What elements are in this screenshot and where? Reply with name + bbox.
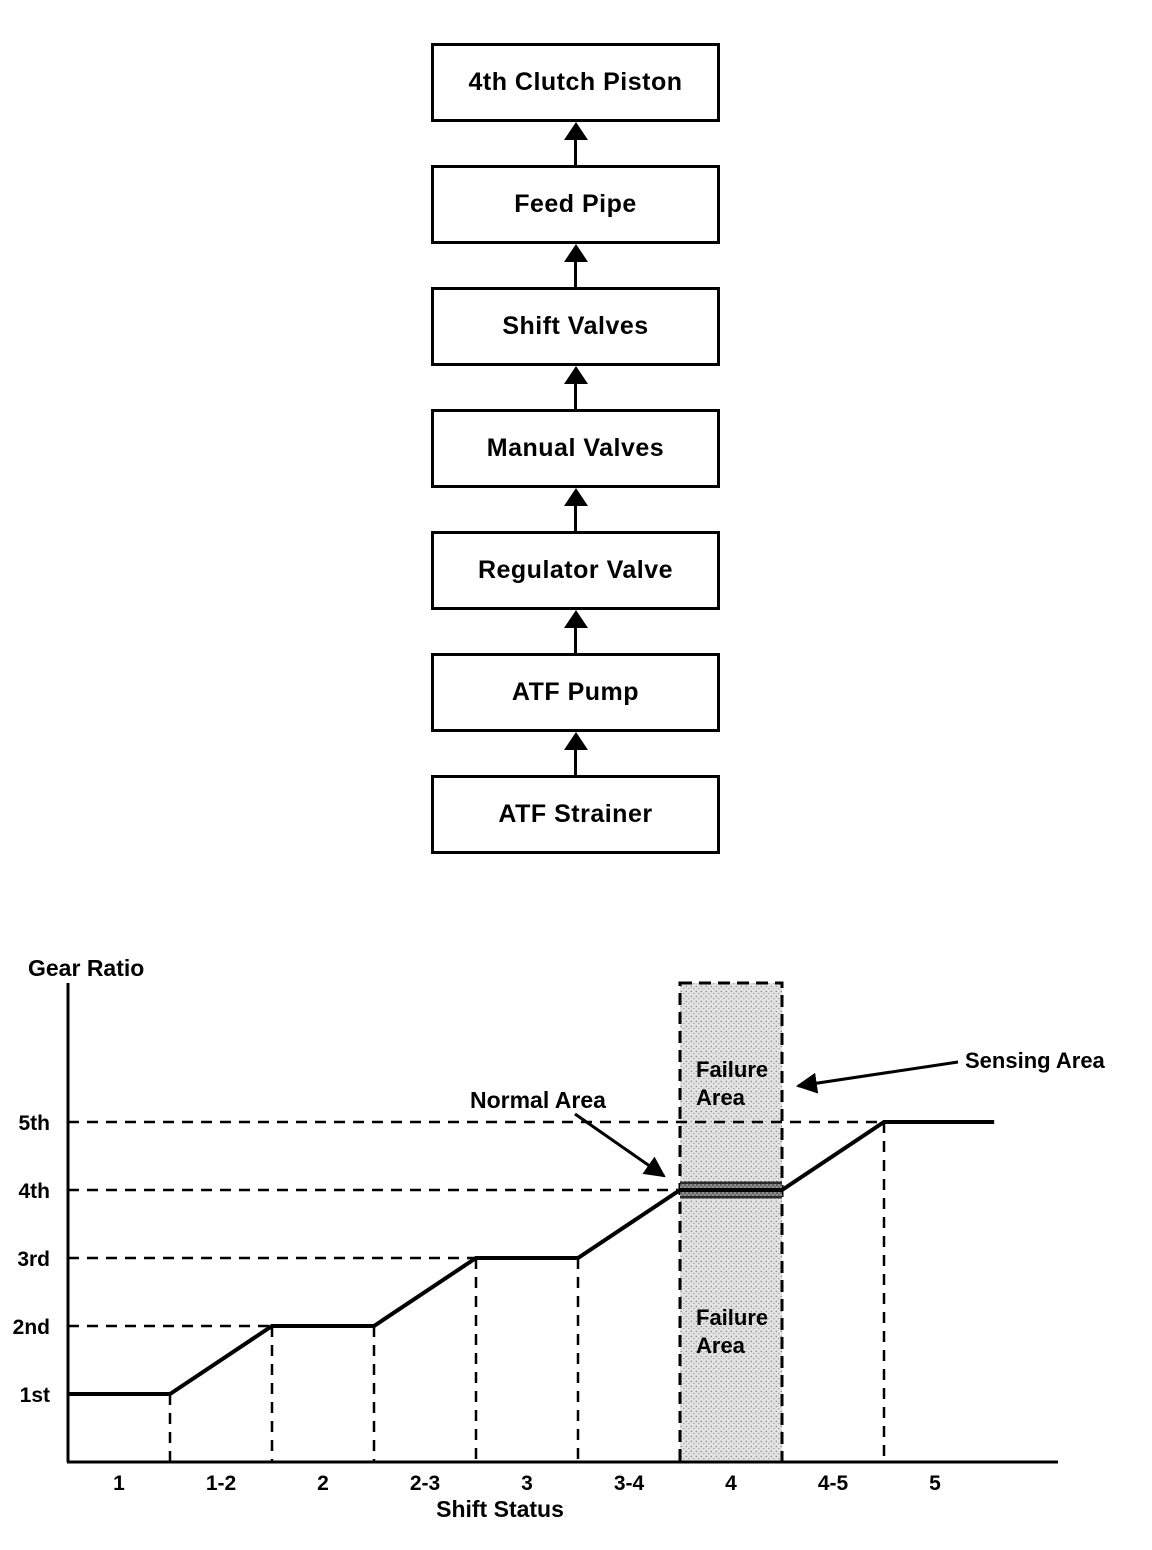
arrow-stem xyxy=(574,750,577,775)
x-tick-1-2: 1-2 xyxy=(206,1472,236,1495)
x-axis-title: Shift Status xyxy=(436,1496,564,1522)
x-tick-3: 3 xyxy=(521,1472,533,1495)
flowchart-box-regulator-valve: Regulator Valve xyxy=(431,531,720,610)
x-tick-4-5: 4-5 xyxy=(818,1472,849,1495)
sensing-area-label: Sensing Area xyxy=(965,1048,1106,1073)
arrow-stem xyxy=(574,262,577,287)
y-tick-4th: 4th xyxy=(19,1180,51,1203)
arrow-stem xyxy=(574,628,577,653)
x-tick-5: 5 xyxy=(929,1472,941,1495)
flowchart-box-shift-valves: Shift Valves xyxy=(431,287,720,366)
failure-area-lower-label: Failure xyxy=(696,1305,768,1330)
x-tick-1: 1 xyxy=(113,1472,125,1495)
sensing-area-arrow xyxy=(795,1060,959,1094)
arrow-stem xyxy=(574,506,577,531)
x-tick-4: 4 xyxy=(725,1472,737,1495)
arrow-stem xyxy=(574,140,577,165)
arrow-stem xyxy=(574,384,577,409)
flow-arrow-up-icon xyxy=(562,244,590,287)
normal-area-label: Normal Area xyxy=(470,1087,606,1113)
y-tick-1st: 1st xyxy=(20,1384,50,1407)
y-axis-title: Gear Ratio xyxy=(28,955,144,981)
sensing-band xyxy=(680,983,782,1462)
flow-arrow-up-icon xyxy=(562,610,590,653)
failure-area-upper-label: Failure xyxy=(696,1057,768,1082)
failure-area-upper-label: Area xyxy=(696,1085,746,1110)
flow-arrow-up-icon xyxy=(562,488,590,531)
arrow-head-icon xyxy=(563,610,588,628)
flowchart-box-atf-pump: ATF Pump xyxy=(431,653,720,732)
y-tick-3rd: 3rd xyxy=(17,1248,50,1271)
x-tick-2: 2 xyxy=(317,1472,329,1495)
gear-ratio-line xyxy=(68,1120,995,1396)
x-tick-3-4: 3-4 xyxy=(614,1472,645,1495)
flow-arrow-up-icon xyxy=(562,732,590,775)
normal-area-arrow xyxy=(574,1112,666,1178)
arrow-head-icon xyxy=(563,122,588,140)
gear-ratio-chart: 1st 2nd 3rd 4th 5th 1 1-2 2 2-3 3 3-4 4 4-5 5 Gear Rat… xyxy=(13,955,1106,1522)
y-tick-5th: 5th xyxy=(19,1112,51,1135)
y-tick-2nd: 2nd xyxy=(13,1316,50,1339)
arrow-head-icon xyxy=(563,732,588,750)
flowchart-box-atf-strainer: ATF Strainer xyxy=(431,775,720,854)
failure-area-lower-label: Area xyxy=(696,1333,746,1358)
arrow-head-icon xyxy=(563,366,588,384)
flow-arrow-up-icon xyxy=(562,122,590,165)
flowchart-box-4th-clutch-piston: 4th Clutch Piston xyxy=(431,43,720,122)
flowchart-box-manual-valves: Manual Valves xyxy=(431,409,720,488)
x-tick-2-3: 2-3 xyxy=(410,1472,440,1495)
flowchart-box-feed-pipe: Feed Pipe xyxy=(431,165,720,244)
arrow-head-icon xyxy=(563,488,588,506)
flow-arrow-up-icon xyxy=(562,366,590,409)
arrow-head-icon xyxy=(563,244,588,262)
